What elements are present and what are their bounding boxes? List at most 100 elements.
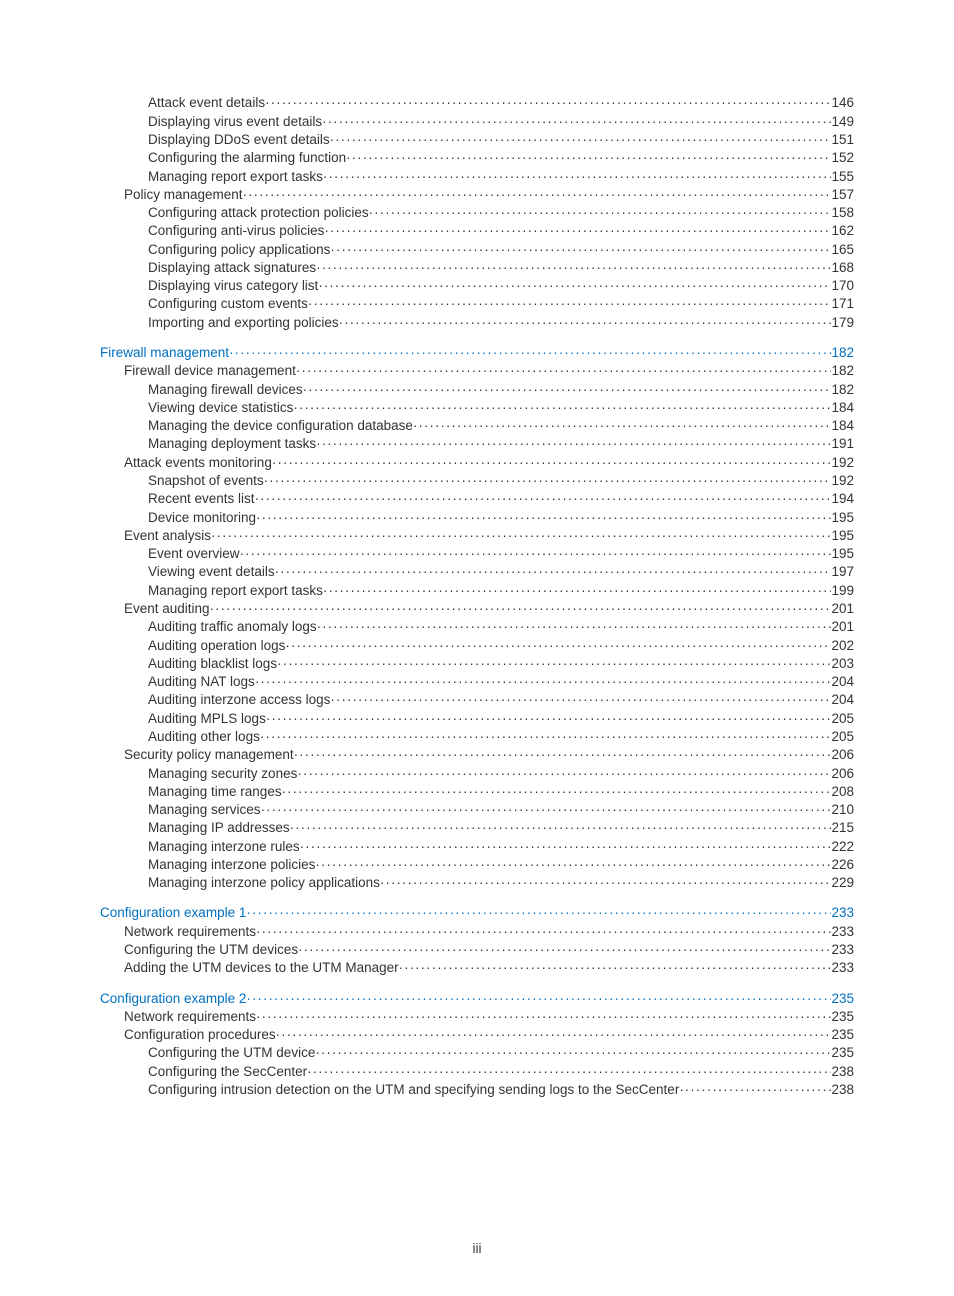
toc-entry-label: Displaying virus category list (148, 279, 318, 293)
toc-entry: Configuring custom events···············… (100, 295, 854, 313)
toc-entry: Configuring the UTM device··············… (100, 1044, 854, 1062)
toc-entry-label: Configuring policy applications (148, 243, 330, 257)
toc-entry: Recent events list······················… (100, 490, 854, 508)
toc-leader: ········································… (255, 492, 832, 506)
toc-entry-page: 192 (831, 456, 854, 470)
toc-entry-page: 197 (831, 565, 854, 579)
toc-leader: ········································… (260, 730, 832, 744)
toc-entry-label: Configuring the UTM device (148, 1046, 315, 1060)
toc-leader: ········································… (324, 224, 831, 238)
toc-entry: Auditing operation logs·················… (100, 636, 854, 654)
toc-leader: ········································… (210, 602, 832, 616)
toc-entry-label: Auditing NAT logs (148, 675, 255, 689)
toc-entry-label: Firewall device management (124, 364, 296, 378)
toc-entry-label: Configuring the alarming function (148, 151, 346, 165)
toc-leader: ········································… (316, 261, 831, 275)
toc-entry-label: Configuring the SecCenter (148, 1065, 307, 1079)
toc-entry-page: 162 (831, 224, 854, 238)
toc-entry-page: 199 (831, 584, 854, 598)
toc-leader: ········································… (318, 279, 831, 293)
toc-leader: ········································… (297, 767, 831, 781)
toc-entry[interactable]: Configuration example 2·················… (100, 989, 854, 1007)
toc-leader: ········································… (261, 803, 832, 817)
toc-entry-page: 235 (831, 992, 854, 1006)
toc-entry-label: Configuring the UTM devices (124, 943, 298, 957)
toc-entry-page: 146 (831, 96, 854, 110)
toc-entry: Managing report export tasks············… (100, 581, 854, 599)
toc-entry: Configuring the alarming function·······… (100, 149, 854, 167)
toc-entry-label: Event analysis (124, 529, 211, 543)
toc-entry-label: Viewing event details (148, 565, 275, 579)
toc-entry[interactable]: Configuration example 1·················… (100, 904, 854, 922)
toc-entry-page: 233 (831, 925, 854, 939)
toc-entry-page: 168 (831, 261, 854, 275)
toc-entry: Auditing other logs·····················… (100, 728, 854, 746)
toc-leader: ········································… (330, 243, 831, 257)
toc-entry-label: Configuring attack protection policies (148, 206, 369, 220)
toc-entry: Snapshot of events······················… (100, 472, 854, 490)
page-number: iii (0, 1241, 954, 1256)
toc-leader: ········································… (275, 565, 832, 579)
toc-entry: Event auditing··························… (100, 600, 854, 618)
toc-entry-label: Configuring intrusion detection on the U… (148, 1083, 679, 1097)
toc-entry-page: 165 (831, 243, 854, 257)
toc-entry: Displaying virus event details··········… (100, 112, 854, 130)
toc-leader: ········································… (255, 675, 832, 689)
toc-leader: ········································… (294, 748, 832, 762)
toc-entry: Policy management·······················… (100, 185, 854, 203)
toc-leader: ········································… (308, 297, 832, 311)
toc-leader: ········································… (246, 906, 831, 920)
toc-leader: ········································… (256, 925, 831, 939)
toc-entry: Security policy management··············… (100, 746, 854, 764)
toc-leader: ········································… (316, 437, 831, 451)
toc-entry-page: 204 (831, 675, 854, 689)
toc-entry: Managing the device configuration databa… (100, 417, 854, 435)
toc-entry-label: Displaying DDoS event details (148, 133, 330, 147)
toc-entry: Configuration procedures················… (100, 1026, 854, 1044)
toc-leader: ········································… (303, 383, 832, 397)
toc-entry-page: 182 (831, 364, 854, 378)
document-page: Attack event details····················… (0, 0, 954, 1296)
toc-entry[interactable]: Firewall management·····················… (100, 344, 854, 362)
toc-entry: Firewall device management··············… (100, 362, 854, 380)
toc-entry: Viewing event details···················… (100, 563, 854, 581)
toc-leader: ········································… (229, 346, 831, 360)
toc-entry-page: 201 (831, 602, 854, 616)
toc-entry-page: 182 (831, 346, 854, 360)
toc-entry-page: 179 (831, 316, 854, 330)
toc-entry-page: 235 (831, 1046, 854, 1060)
toc-entry: Configuring intrusion detection on the U… (100, 1081, 854, 1099)
toc-entry: Event analysis··························… (100, 526, 854, 544)
toc-leader: ········································… (300, 840, 832, 854)
toc-entry-label: Configuring anti-virus policies (148, 224, 324, 238)
toc-leader: ········································… (211, 529, 831, 543)
toc-entry: Adding the UTM devices to the UTM Manage… (100, 959, 854, 977)
toc-entry-page: 233 (831, 961, 854, 975)
toc-entry-label: Adding the UTM devices to the UTM Manage… (124, 961, 399, 975)
toc-leader: ········································… (243, 188, 832, 202)
toc-entry-label: Firewall management (100, 346, 229, 360)
toc-entry-label: Managing services (148, 803, 261, 817)
toc-entry-label: Configuration procedures (124, 1028, 276, 1042)
toc-leader: ········································… (256, 1010, 831, 1024)
toc-entry: Managing deployment tasks···············… (100, 435, 854, 453)
toc-entry-label: Configuration example 1 (100, 906, 246, 920)
toc-entry: Auditing traffic anomaly logs···········… (100, 618, 854, 636)
toc-entry: Configuring policy applications·········… (100, 240, 854, 258)
toc-entry-label: Configuring custom events (148, 297, 308, 311)
toc-entry: Managing report export tasks············… (100, 167, 854, 185)
toc-entry-label: Auditing other logs (148, 730, 260, 744)
toc-entry-page: 203 (831, 657, 854, 671)
toc-entry-page: 182 (831, 383, 854, 397)
toc-entry-page: 191 (831, 437, 854, 451)
toc-entry: Auditing MPLS logs······················… (100, 709, 854, 727)
toc-entry: Device monitoring·······················… (100, 508, 854, 526)
toc-entry-page: 184 (831, 401, 854, 415)
toc-leader: ········································… (369, 206, 832, 220)
toc-entry-label: Recent events list (148, 492, 255, 506)
toc-leader: ········································… (246, 992, 831, 1006)
toc-entry: Managing interzone rules················… (100, 837, 854, 855)
toc-leader: ········································… (380, 876, 832, 890)
toc-leader: ········································… (256, 511, 831, 525)
toc-entry-page: 238 (831, 1083, 854, 1097)
